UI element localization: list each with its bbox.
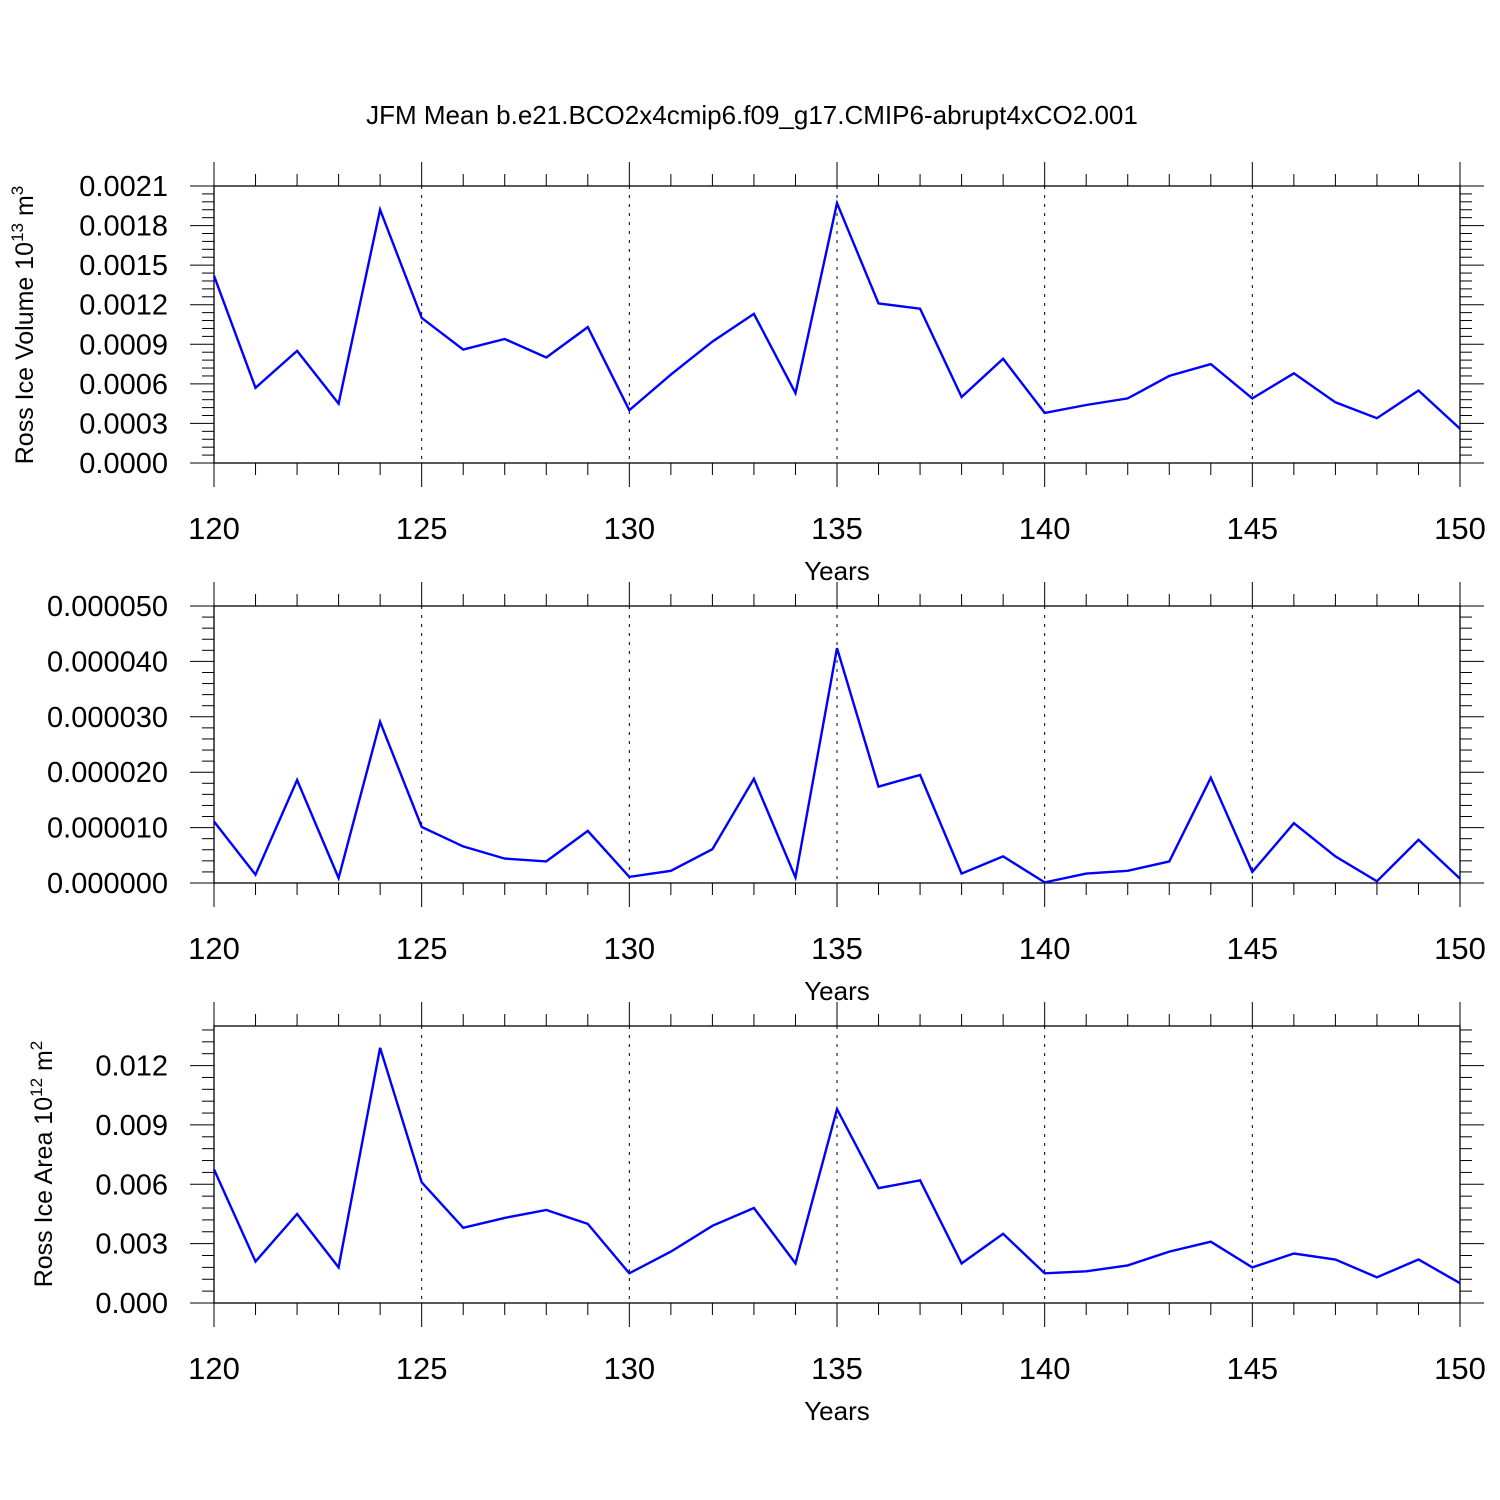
series-line	[212, 1047, 1461, 1285]
y-tick-label: 0.000030	[47, 702, 168, 734]
y-tick-label: 0.0012	[79, 290, 168, 322]
y-tick-label: 0.0006	[79, 369, 168, 401]
x-axis-label: Years	[804, 1396, 870, 1426]
y-axis-label: Ross Ice Area 1012 m2	[27, 1041, 58, 1288]
x-tick-label: 150	[1434, 1351, 1486, 1386]
y-tick-label: 0.0015	[79, 250, 168, 282]
y-tick-label: 0.012	[95, 1051, 168, 1083]
x-tick-label: 140	[1019, 931, 1071, 966]
x-tick-label: 145	[1226, 511, 1278, 546]
y-tick-label: 0.006	[95, 1169, 168, 1201]
series-line	[212, 199, 1461, 430]
y-axis-label: Ross Ice Volume 1013 m3	[8, 186, 39, 465]
figure-title: JFM Mean b.e21.BCO2x4cmip6.f09_g17.CMIP6…	[366, 100, 1138, 130]
x-tick-label: 135	[811, 931, 863, 966]
y-axis-label: Ross Snow Volume 1013 m3	[0, 591, 2, 899]
chart-panel-1: 120 125 130 135 140 145 150 Years 0.0000 0.0003 0.…	[8, 162, 1486, 586]
y-tick-label: 0.0000	[79, 448, 168, 480]
x-tick-label: 145	[1226, 931, 1278, 966]
x-tick-label: 125	[396, 511, 448, 546]
x-tick-label: 150	[1434, 511, 1486, 546]
y-tick-label: 0.0018	[79, 211, 168, 243]
x-tick-label: 145	[1226, 1351, 1278, 1386]
chart-panel-3: 120 125 130 135 140 145 150 Years 0.000 0.003 0.00…	[27, 1002, 1486, 1426]
x-tick-label: 130	[603, 511, 655, 546]
y-tick-label: 0.000050	[47, 591, 168, 623]
y-tick-label: 0.000000	[47, 868, 168, 900]
series-line	[213, 647, 1461, 884]
x-tick-label: 135	[811, 511, 863, 546]
y-tick-label: 0.000020	[47, 757, 168, 789]
y-tick-label: 0.009	[95, 1110, 168, 1142]
y-tick-label: 0.0021	[79, 171, 168, 203]
y-tick-label: 0.0009	[79, 329, 168, 361]
x-tick-label: 135	[811, 1351, 863, 1386]
y-tick-label: 0.000040	[47, 646, 168, 678]
x-tick-label: 140	[1019, 1351, 1071, 1386]
y-tick-label: 0.003	[95, 1229, 168, 1261]
x-tick-label: 120	[188, 511, 240, 546]
x-tick-label: 120	[188, 1351, 240, 1386]
y-tick-label: 0.000	[95, 1288, 168, 1320]
y-tick-label: 0.0003	[79, 408, 168, 440]
y-tick-label: 0.000010	[47, 813, 168, 845]
x-tick-label: 120	[188, 931, 240, 966]
x-axis-label: Years	[804, 556, 870, 586]
x-tick-label: 125	[396, 931, 448, 966]
x-tick-label: 125	[396, 1351, 448, 1386]
chart-panel-2: 120 125 130 135 140 145 150 Years 0.000000 0.0000…	[0, 582, 1486, 1006]
x-axis-label: Years	[804, 976, 870, 1006]
x-tick-label: 150	[1434, 931, 1486, 966]
panels: 120 125 130 135 140 145 150 Years 0.0000 0.0003 0.…	[0, 162, 1486, 1426]
x-tick-label: 130	[603, 1351, 655, 1386]
x-tick-label: 130	[603, 931, 655, 966]
x-tick-label: 140	[1019, 511, 1071, 546]
